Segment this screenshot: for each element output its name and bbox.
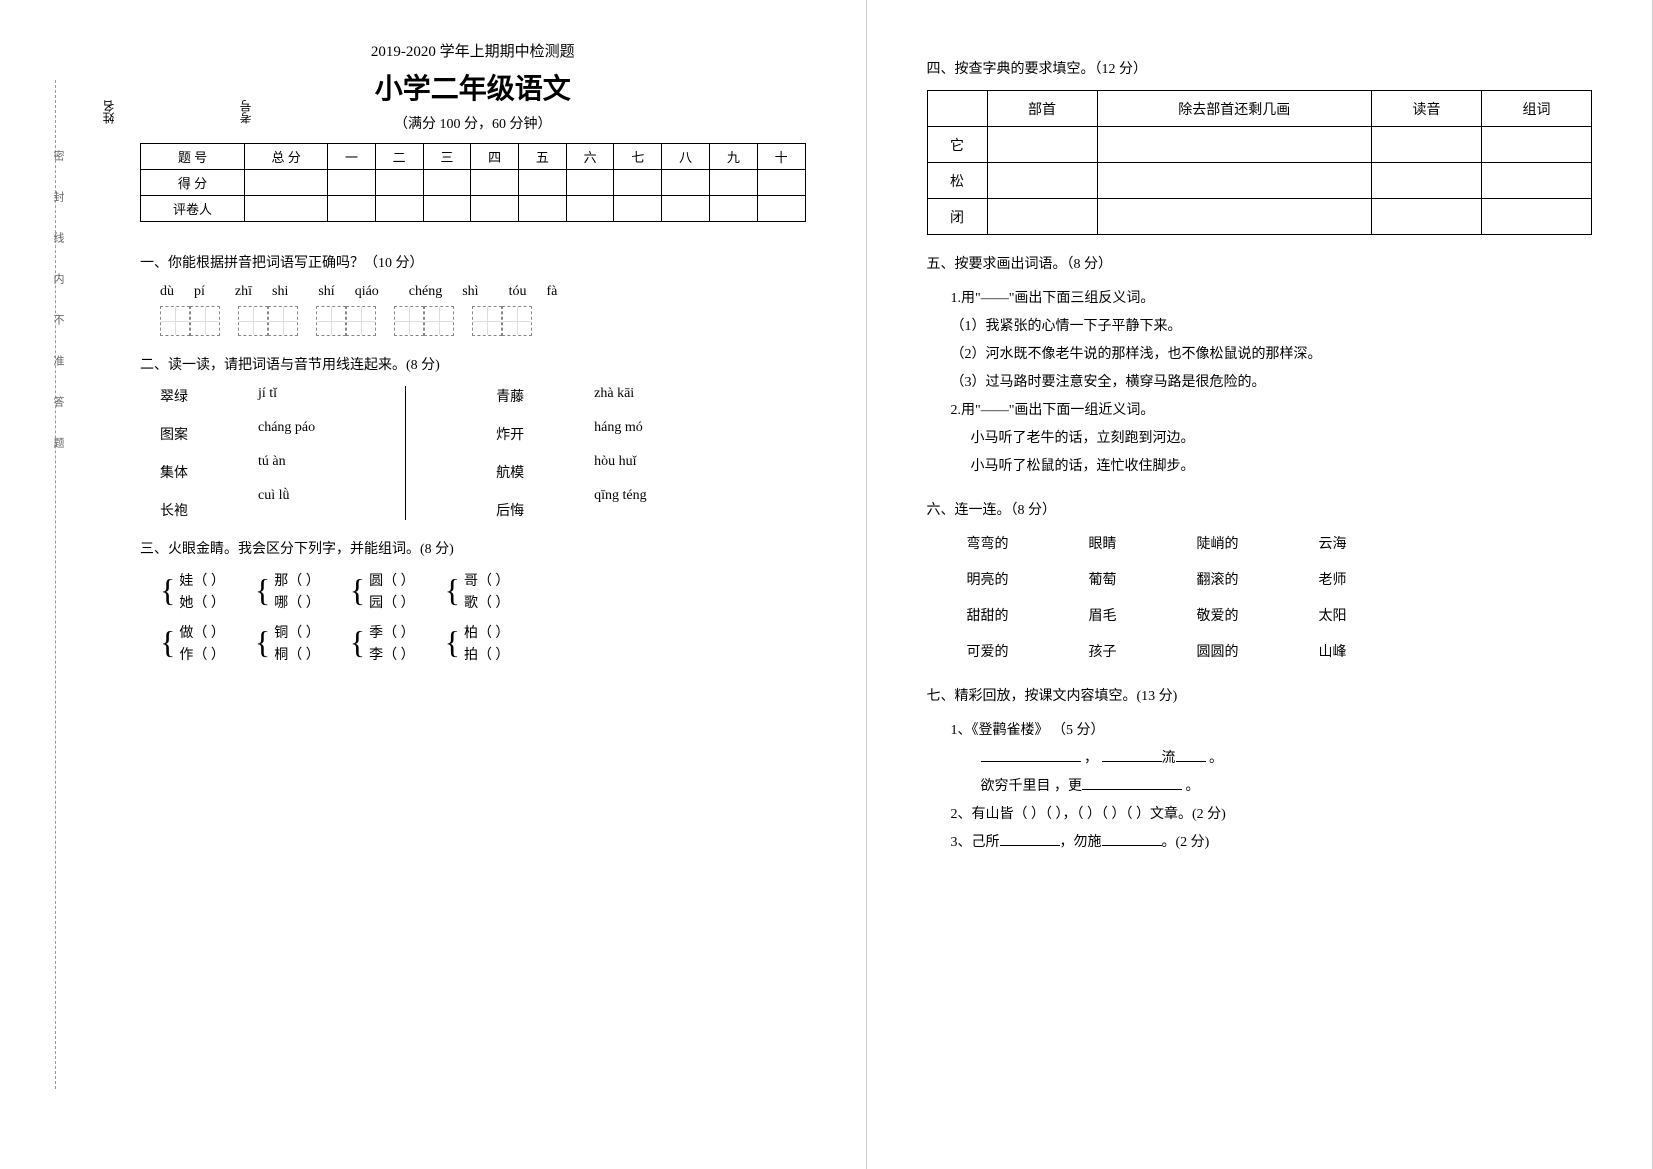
q5-line: 小马听了老牛的话，立刻跑到河边。 <box>971 425 1593 453</box>
q3-pairs: {娃（ ）她（ ） {那（ ）哪（ ） {圆（ ）园（ ） {哥（ ）歌（ ） … <box>160 570 806 664</box>
tian-box <box>502 306 532 336</box>
binding-label: 考号 <box>237 100 254 124</box>
brace-icon: { <box>445 633 460 652</box>
row-label: 评卷人 <box>141 196 245 222</box>
q1-pinyin-row: dù pí zhī shi shí qiáo chéng shì tóu fà <box>160 284 806 300</box>
brace-icon: { <box>160 633 175 652</box>
tian-box <box>316 306 346 336</box>
brace-icon: { <box>350 633 365 652</box>
year-line: 2019-2020 学年上期期中检测题 <box>140 40 806 61</box>
tian-box <box>190 306 220 336</box>
q2-left-pinyin: jí tǐ cháng páo tú àn cuì lǜ <box>258 386 315 520</box>
tian-box <box>424 306 454 336</box>
q5-body: 1.用"——"画出下面三组反义词。 （1）我紧张的心情一下子平静下来。 （2）河… <box>951 285 1593 481</box>
left-page: 2019-2020 学年上期期中检测题 小学二年级语文 （满分 100 分，60… <box>80 0 867 1169</box>
tian-box <box>394 306 424 336</box>
q6-col: 弯弯的 明亮的 甜甜的 可爱的 <box>967 531 1009 667</box>
q5-title: 五、按要求画出词语。（8 分） <box>927 253 1593 273</box>
binding-edge: 密封线内不准答题 考号 姓名 班级 学校 <box>0 0 80 1169</box>
blank <box>1102 830 1162 846</box>
row-label: 题 号 <box>141 144 245 170</box>
right-page: 四、按查字典的要求填空。（12 分） 部首 除去部首还剩几画 读音 组词 它 松… <box>867 0 1653 1169</box>
q3-title: 三、火眼金睛。我会区分下列字，并能组词。(8 分) <box>140 538 806 558</box>
q7-item1-line: 欲穷千里目 ，更 。 <box>981 773 1593 801</box>
q2-right-pinyin: zhà kāi háng mó hòu huǐ qīng téng <box>594 386 647 520</box>
q3-row: {做（ ）作（ ） {铜（ ）桐（ ） {季（ ）李（ ） {柏（ ）拍（ ） <box>160 622 806 664</box>
q6-connect: 弯弯的 明亮的 甜甜的 可爱的 眼睛 葡萄 眉毛 孩子 陡峭的 翻滚的 敬爱的 … <box>967 531 1593 667</box>
brace-icon: { <box>350 581 365 600</box>
q2-match: 翠绿 图案 集体 长袍 jí tǐ cháng páo tú àn cuì lǜ… <box>160 386 806 520</box>
q2-left-words: 翠绿 图案 集体 长袍 <box>160 386 188 520</box>
dict-row: 松 <box>927 163 1592 199</box>
tian-box <box>160 306 190 336</box>
binding-dotted-text: 密封线内不准答题 <box>50 150 66 478</box>
q5-line: （3）过马路时要注意安全，横穿马路是很危险的。 <box>951 369 1593 397</box>
brace-icon: { <box>255 633 270 652</box>
dict-row: 它 <box>927 127 1592 163</box>
blank <box>981 746 1081 762</box>
tian-box <box>268 306 298 336</box>
score-header-row: 题 号 总 分 一 二 三 四 五 六 七 八 九 十 <box>141 144 806 170</box>
q5-line: （2）河水既不像老牛说的那样浅，也不像松鼠说的那样深。 <box>951 341 1593 369</box>
score-table: 题 号 总 分 一 二 三 四 五 六 七 八 九 十 得 分 评卷人 <box>140 143 806 222</box>
q5-p1-title: 1.用"——"画出下面三组反义词。 <box>951 285 1593 313</box>
score-row: 评卷人 <box>141 196 806 222</box>
q4-title: 四、按查字典的要求填空。（12 分） <box>927 58 1593 78</box>
q7-item3: 3、己所，勿施。(2 分) <box>951 829 1593 857</box>
blank <box>1000 830 1060 846</box>
q5-line: （1）我紧张的心情一下子平静下来。 <box>951 313 1593 341</box>
q7-item1-label: 1、《登鹳雀楼》 （5 分） <box>951 717 1593 745</box>
blank <box>1082 774 1182 790</box>
brace-icon: { <box>255 581 270 600</box>
score-row: 得 分 <box>141 170 806 196</box>
q6-col: 陡峭的 翻滚的 敬爱的 圆圆的 <box>1197 531 1239 667</box>
q6-col: 云海 老师 太阳 山峰 <box>1319 531 1347 667</box>
brace-icon: { <box>445 581 460 600</box>
blank <box>1102 746 1162 762</box>
q3-row: {娃（ ）她（ ） {那（ ）哪（ ） {圆（ ）园（ ） {哥（ ）歌（ ） <box>160 570 806 612</box>
blank <box>1176 746 1206 762</box>
q6-title: 六、连一连。（8 分） <box>927 499 1593 519</box>
binding-label: 姓名 <box>100 100 117 124</box>
q2-title: 二、读一读，请把词语与音节用线连起来。(8 分) <box>140 354 806 374</box>
q1-title: 一、你能根据拼音把词语写正确吗？（10 分） <box>140 252 806 272</box>
q5-p2-title: 2.用"——"画出下面一组近义词。 <box>951 397 1593 425</box>
q2-divider <box>405 386 406 520</box>
q6-col: 眼睛 葡萄 眉毛 孩子 <box>1089 531 1117 667</box>
q2-right-words: 青藤 炸开 航模 后悔 <box>496 386 524 520</box>
q7-body: 1、《登鹳雀楼》 （5 分） ， 流 。 欲穷千里目 ，更 。 2、有山皆（ ）… <box>951 717 1593 857</box>
q4-dict-table: 部首 除去部首还剩几画 读音 组词 它 松 闭 <box>927 90 1593 235</box>
tian-box <box>238 306 268 336</box>
dict-header: 部首 除去部首还剩几画 读音 组词 <box>927 91 1592 127</box>
q7-item2: 2、有山皆（ ）（ ），（ ）（ ）（ ）文章。(2 分) <box>951 801 1593 829</box>
tian-box <box>472 306 502 336</box>
dict-row: 闭 <box>927 199 1592 235</box>
q7-title: 七、精彩回放，按课文内容填空。(13 分) <box>927 685 1593 705</box>
q5-line: 小马听了松鼠的话，连忙收住脚步。 <box>971 453 1593 481</box>
row-label: 得 分 <box>141 170 245 196</box>
q7-item1-line: ， 流 。 <box>981 745 1593 773</box>
q1-boxes <box>160 306 806 336</box>
brace-icon: { <box>160 581 175 600</box>
tian-box <box>346 306 376 336</box>
binding-labels: 考号 姓名 班级 学校 <box>0 100 254 124</box>
